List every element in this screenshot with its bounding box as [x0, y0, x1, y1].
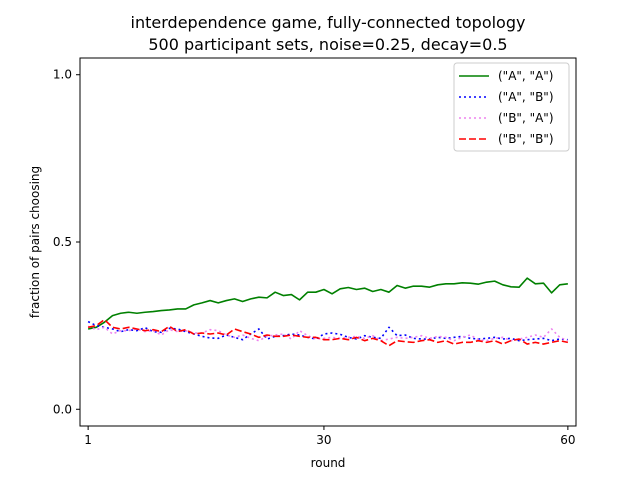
- series-line-4: [87, 318, 569, 347]
- x-tick-label: 1: [84, 433, 92, 447]
- series-line-2: [87, 320, 568, 342]
- x-tick-label: 30: [316, 433, 331, 447]
- legend-label-1: ("A", "A"): [498, 69, 554, 83]
- plot-series-group: [87, 277, 569, 347]
- legend: ("A", "A") ("A", "B") ("B", "A") ("B", "B"): [453, 62, 570, 152]
- y-axis-label: fraction of pairs choosing: [28, 166, 42, 318]
- chart-title: interdependence game, fully-connected to…: [131, 13, 526, 32]
- x-tick-label: 60: [560, 433, 575, 447]
- y-axis: 0.0 0.5 1.0: [53, 68, 80, 416]
- legend-label-3: ("B", "A"): [498, 111, 554, 125]
- y-tick-label: 1.0: [53, 68, 72, 82]
- legend-box: [453, 62, 570, 152]
- y-tick-label: 0.0: [53, 402, 72, 416]
- legend-entries: ("A", "A") ("A", "B") ("B", "A") ("B", "B"): [459, 69, 554, 146]
- series-line-3: [87, 325, 569, 342]
- x-axis-label: round: [311, 456, 346, 470]
- x-axis: 1 30 60: [84, 426, 576, 447]
- legend-label-4: ("B", "B"): [498, 132, 554, 146]
- series-line-1: [87, 277, 568, 330]
- chart-subtitle: 500 participant sets, noise=0.25, decay=…: [148, 35, 507, 54]
- y-tick-label: 0.5: [53, 235, 72, 249]
- legend-label-2: ("A", "B"): [498, 90, 554, 104]
